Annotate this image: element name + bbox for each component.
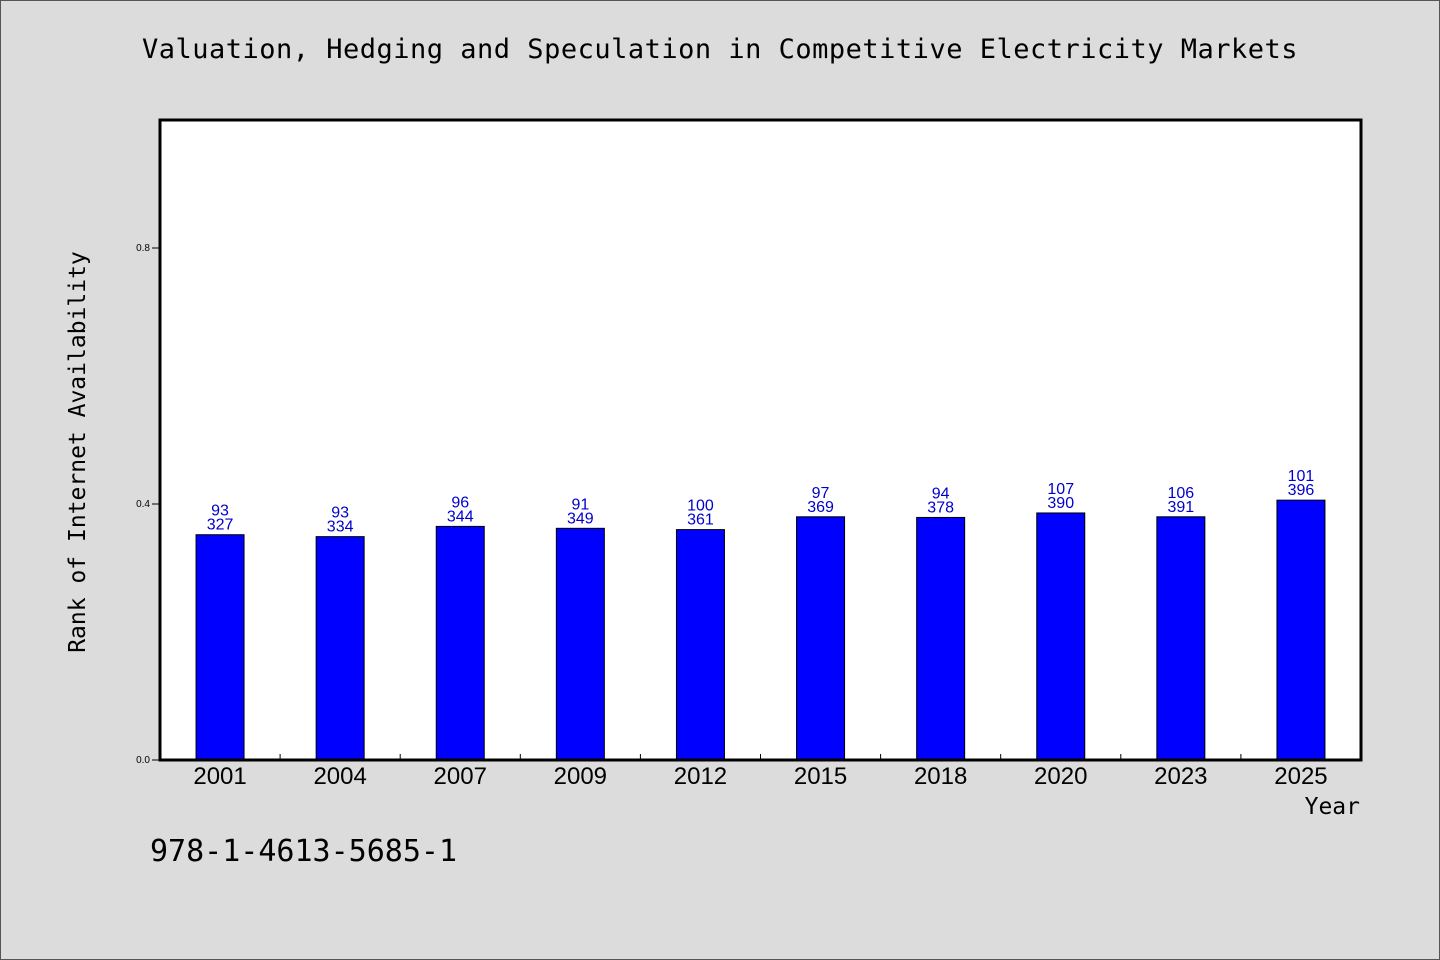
- y-tick-label: 0.4: [136, 499, 150, 510]
- plot-border: [158, 118, 1363, 762]
- data-label-top: 107: [1047, 481, 1074, 498]
- data-label-bottom: 349: [567, 510, 594, 527]
- x-tick-label: 2018: [914, 763, 967, 790]
- data-label-top: 94: [932, 485, 950, 502]
- x-axis-label: Year: [1304, 794, 1360, 820]
- bar: [315, 536, 365, 761]
- x-tick-label: 2020: [1034, 763, 1087, 790]
- y-tick-label: 0.0: [136, 755, 150, 766]
- bar: [916, 516, 966, 761]
- x-tick-label: 2007: [434, 763, 487, 790]
- x-tick-label: 2023: [1154, 763, 1207, 790]
- data-label-bottom: 390: [1047, 495, 1074, 512]
- bar: [1036, 512, 1086, 761]
- data-label-bottom: 391: [1167, 499, 1194, 516]
- x-tick-label: 2001: [193, 763, 246, 790]
- y-tick-label: 0.8: [136, 243, 150, 254]
- data-label-top: 101: [1288, 468, 1315, 485]
- x-tick-label: 2009: [554, 763, 607, 790]
- data-label-bottom: 396: [1288, 482, 1315, 499]
- data-label-top: 100: [687, 498, 714, 515]
- data-label-top: 96: [451, 494, 469, 511]
- data-label-bottom: 369: [807, 499, 834, 516]
- bar: [435, 525, 485, 761]
- x-tick-label: 2025: [1274, 763, 1327, 790]
- isbn-label: 978-1-4613-5685-1: [150, 834, 458, 869]
- bar: [675, 529, 725, 761]
- data-label-bottom: 334: [327, 519, 354, 536]
- data-label-bottom: 344: [447, 508, 474, 525]
- x-tick-label: 2015: [794, 763, 847, 790]
- data-label-top: 93: [331, 505, 349, 522]
- data-label-top: 91: [571, 496, 589, 513]
- data-label-bottom: 378: [927, 499, 954, 516]
- x-tick-label: 2012: [674, 763, 727, 790]
- bar: [555, 527, 605, 761]
- bar: [1156, 516, 1206, 761]
- chart-title: Valuation, Hedging and Speculation in Co…: [141, 34, 1299, 65]
- data-label-bottom: 361: [687, 512, 714, 529]
- bar: [1276, 499, 1326, 761]
- x-tick-label: 2004: [313, 763, 366, 790]
- data-label-bottom: 327: [207, 517, 234, 534]
- bar: [796, 516, 846, 761]
- data-label-top: 97: [812, 485, 830, 502]
- data-label-top: 93: [211, 503, 229, 520]
- data-label-top: 106: [1167, 485, 1194, 502]
- bar: [195, 534, 245, 761]
